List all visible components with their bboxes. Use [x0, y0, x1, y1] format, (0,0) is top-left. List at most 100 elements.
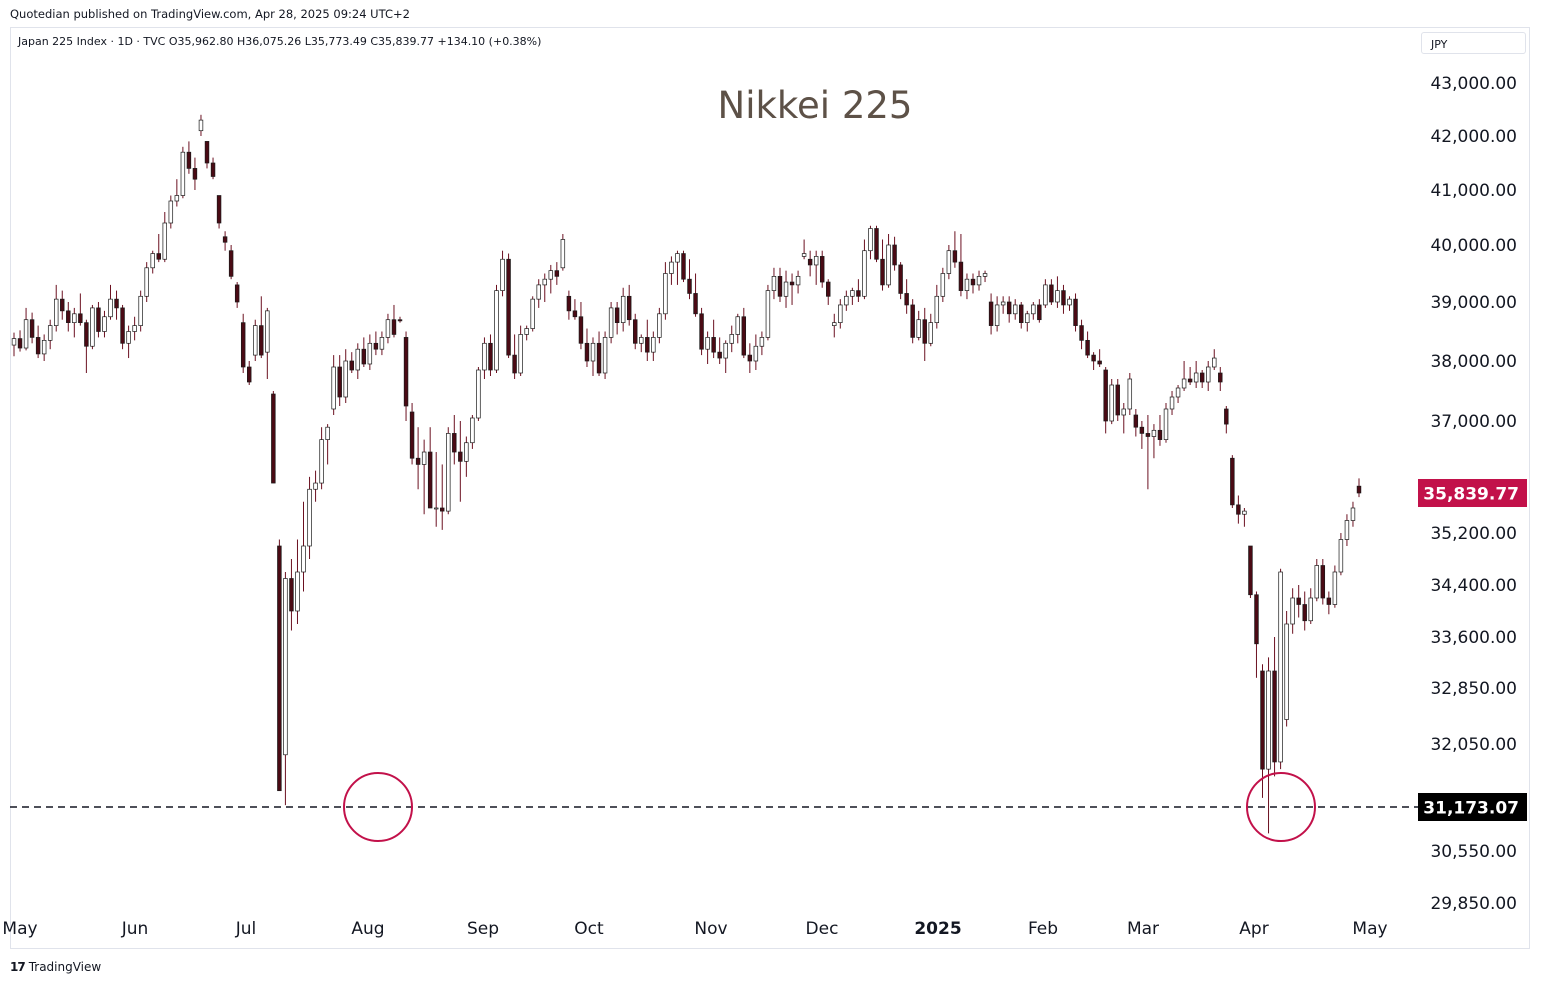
candle-body [753, 345, 759, 362]
candle-body [1163, 408, 1169, 440]
candle-body [1356, 485, 1362, 494]
candle-body [1175, 387, 1181, 398]
last-price-badge [1418, 479, 1527, 507]
x-tick-label: Jun [121, 919, 149, 939]
candle-body [572, 310, 578, 318]
candle-body [1296, 597, 1301, 605]
candle-body [1218, 372, 1223, 383]
candle-body [862, 250, 867, 297]
candle-body [1037, 304, 1042, 321]
candle-body [868, 228, 873, 252]
y-tick-label: 29,850.00 [1430, 894, 1517, 914]
candle-body [747, 354, 753, 362]
candle-body [1031, 304, 1036, 315]
candle-body [1049, 284, 1054, 303]
y-tick-label: 32,850.00 [1430, 679, 1517, 699]
candle-body [614, 307, 620, 323]
candle-body [210, 162, 216, 177]
candle-body [699, 313, 704, 350]
tradingview-logo-icon: 17 [10, 960, 26, 974]
candle-body [494, 290, 499, 371]
candle-body [307, 488, 312, 547]
candle-body [180, 151, 186, 196]
support-price-label: 31,173.07 [1423, 799, 1519, 819]
candle-body [1260, 670, 1265, 770]
x-tick-label: Oct [574, 919, 604, 939]
x-tick-label: Dec [806, 919, 839, 939]
candle-body [735, 316, 740, 335]
candle-body [301, 545, 306, 573]
candle-body [476, 369, 481, 419]
candle-body [681, 253, 686, 280]
candle-body [530, 298, 535, 329]
x-tick-label: Feb [1028, 919, 1058, 939]
candle-body [385, 319, 391, 338]
candle-body [1187, 378, 1193, 383]
candle-body [427, 451, 433, 509]
candle-body [96, 307, 101, 332]
candle-body [295, 571, 300, 612]
candle-body [952, 250, 958, 263]
footer-branding: 17 TradingView [10, 960, 101, 974]
candle-body [651, 337, 656, 353]
candle-body [1326, 597, 1332, 605]
candle-body [253, 325, 258, 356]
candle-body [186, 151, 192, 169]
candle-body [1181, 378, 1187, 389]
candle-body [29, 319, 35, 338]
candle-body [144, 267, 149, 297]
candle-body [126, 331, 131, 344]
candle-body [90, 307, 95, 347]
y-tick-label: 41,000.00 [1430, 181, 1517, 201]
candle-body [886, 244, 891, 286]
candle-body [819, 256, 825, 283]
currency-button[interactable]: JPY [1421, 32, 1526, 54]
candle-body [928, 322, 933, 344]
candle-body [512, 354, 517, 374]
candle-body [174, 195, 180, 202]
candle-body [162, 222, 168, 260]
candle-body [84, 322, 89, 347]
candle-body [524, 328, 529, 335]
candle-body [452, 433, 457, 453]
candle-body [729, 334, 734, 344]
candle-body [114, 298, 119, 309]
candle-body [53, 298, 59, 326]
candle-body [47, 325, 53, 341]
candle-body [1266, 670, 1271, 770]
candle-body [488, 342, 493, 371]
candle-body [265, 310, 270, 353]
candle-body [1242, 510, 1247, 515]
last-price-label: 35,839.77 [1423, 485, 1519, 505]
y-tick-label: 38,000.00 [1430, 352, 1517, 372]
candle-body [319, 439, 324, 484]
candle-body [41, 340, 47, 355]
aug-low-circle [343, 772, 413, 842]
candle-body [566, 295, 572, 312]
candle-body [832, 322, 837, 326]
candle-body [1224, 408, 1229, 425]
candle-body [446, 433, 451, 512]
candle-body [192, 168, 198, 180]
candle-body [66, 310, 71, 324]
candle-body [892, 244, 897, 266]
apr-low-circle [1246, 772, 1316, 842]
candle-body [458, 451, 463, 462]
candle-body [343, 360, 348, 398]
candle-body [78, 313, 83, 323]
candle-body [554, 270, 560, 277]
y-tick-label: 40,000.00 [1430, 236, 1517, 256]
symbol-legend: Japan 225 Index · 1D · TVC O35,962.80 H3… [18, 35, 542, 48]
candle-body [958, 261, 964, 291]
candle-body [1199, 372, 1205, 383]
candle-body [548, 270, 554, 280]
candle-body [807, 258, 813, 266]
candle-body [1091, 354, 1096, 362]
y-tick-label: 37,000.00 [1430, 412, 1517, 432]
candle-body [325, 426, 330, 440]
candle-body [596, 342, 602, 374]
candle-body [1284, 623, 1289, 720]
candle-body [379, 337, 385, 350]
candle-body [1012, 304, 1018, 315]
